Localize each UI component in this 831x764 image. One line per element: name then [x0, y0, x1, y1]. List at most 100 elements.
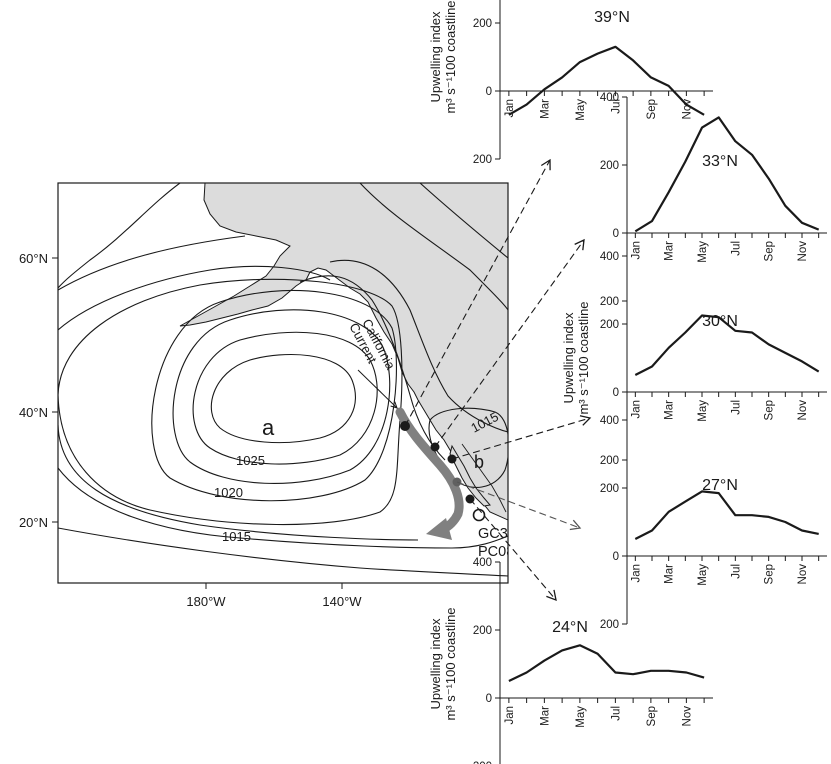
series-line	[634, 314, 820, 376]
site-gc31-pc08	[472, 508, 486, 522]
y-tick-label: 200	[600, 455, 619, 467]
y-tick-label: 200	[473, 18, 492, 30]
isobar-1014	[58, 527, 508, 577]
map-frame	[57, 182, 509, 584]
x-tick-label: Jan	[630, 564, 642, 583]
isobar-label-1020: 1020	[214, 485, 243, 500]
chart-title: 39°N	[594, 9, 630, 26]
y-axis-label: Upwelling index	[561, 312, 576, 404]
current-label-pointer	[357, 369, 397, 408]
connector-24n	[469, 498, 557, 602]
series-line	[634, 116, 820, 233]
x-tick-label: May	[575, 99, 587, 121]
x-tick-label: May	[697, 241, 709, 263]
x-tick-label: Jul	[730, 564, 742, 579]
x-tick-label: Sep	[764, 400, 776, 420]
map-panel: a b 1025 1020 1015 1015 California Curre…	[19, 182, 516, 609]
isobar-1016	[58, 424, 419, 541]
isobars	[58, 183, 508, 577]
isobar-north-1	[359, 183, 508, 311]
y-tick-label: 400	[600, 251, 619, 263]
series-line	[508, 644, 705, 682]
x-tick-label: Jul	[730, 241, 742, 256]
x-tick-label: Jan	[504, 706, 516, 725]
y-axis-label: Upwelling index	[428, 618, 443, 710]
x-tick-label: Sep	[646, 706, 658, 726]
isobar-1015	[58, 467, 508, 549]
map-axes	[52, 257, 343, 589]
isobar-label-1025: 1025	[236, 453, 265, 468]
lat-label-60: 60°N	[19, 251, 48, 266]
chart-3: 27°N 400 200 0 200 Jan Mar May Jul Sep Nov	[600, 415, 827, 631]
connector-39n	[404, 158, 551, 427]
y-axis-label-units: m³ s⁻¹100 coastline	[576, 301, 591, 414]
y-axis-label-units: m³ s⁻¹100 coastline	[443, 607, 458, 720]
y-tick-label: 200	[600, 296, 619, 308]
gulf-coast-line	[461, 443, 507, 513]
lat-label-20: 20°N	[19, 515, 48, 530]
y-tick-label: 0	[613, 228, 619, 240]
x-tick-label: Mar	[664, 400, 676, 420]
isobar-north-2	[419, 183, 508, 259]
x-tick-label: Mar	[664, 564, 676, 584]
x-tick-label: Nov	[681, 706, 693, 727]
site-label-gc31: GC31	[478, 526, 516, 542]
y-tick-label: 400	[600, 415, 619, 427]
california-current-arrow	[395, 407, 464, 535]
chart-0: 39°N4002000200JanMarMayJulSepNovUpwellin…	[428, 0, 713, 166]
y-tick-label: 200	[600, 619, 619, 631]
chart-1: 33°N 400 200 0 200 Jan Mar May Jul Sep Nov	[600, 92, 827, 308]
y-tick-label: 200	[473, 154, 492, 166]
chart-4: 24°N 400 200 0 200 Jan Mar May Jul Sep Nov Upwellin…	[428, 557, 713, 764]
isobar-1025-inner	[210, 353, 356, 444]
connector-33n	[434, 238, 585, 448]
y-tick-label: 0	[486, 693, 492, 705]
isobar-ak-coast	[58, 183, 181, 289]
x-tick-label: Sep	[764, 241, 776, 261]
isobar-coast-b	[329, 259, 508, 433]
chart-title: 27°N	[702, 477, 738, 494]
connector-30n	[451, 415, 592, 460]
x-tick-label: Jul	[610, 706, 622, 721]
upwelling-charts: 39°N 400 200 0 200 Jan Mar May Jul Sep Nov Upwellin…	[428, 0, 827, 764]
x-tick-label: Jan	[630, 400, 642, 419]
lon-label-140: 140°W	[322, 594, 362, 609]
y-tick-label: 200	[473, 761, 492, 764]
x-tick-label: May	[697, 564, 709, 586]
low-pressure-label: b	[474, 452, 484, 472]
x-tick-label: Nov	[797, 564, 809, 585]
y-tick-label: 200	[600, 160, 619, 172]
y-axis-label-units: m³ s⁻¹100 coastline	[443, 0, 458, 113]
y-tick-label: 0	[613, 551, 619, 563]
chart-title: 33°N	[702, 153, 738, 170]
y-tick-label: 0	[486, 86, 492, 98]
connectors	[404, 158, 592, 602]
lon-label-180: 180°W	[186, 594, 226, 609]
x-tick-label: Mar	[539, 706, 551, 726]
high-pressure-label: a	[262, 415, 275, 440]
site-label-pc08: PC08	[478, 544, 514, 560]
isobar-1023	[172, 309, 391, 484]
series-line	[634, 490, 819, 540]
y-tick-label: 200	[600, 483, 619, 495]
isobar-1025	[192, 331, 378, 465]
isobar-1018	[58, 265, 331, 331]
baja-peninsula	[449, 444, 491, 507]
y-tick-label: 200	[600, 319, 619, 331]
y-tick-label: 200	[473, 625, 492, 637]
x-tick-label: May	[575, 706, 587, 728]
x-tick-label: Mar	[664, 241, 676, 261]
x-tick-label: Jul	[730, 400, 742, 415]
isobar-1020	[151, 289, 397, 502]
series-line	[508, 45, 705, 116]
california-current-arrowhead	[426, 518, 452, 540]
x-tick-label: Sep	[646, 99, 658, 119]
lat-label-40: 40°N	[19, 405, 48, 420]
x-tick-label: Jul	[610, 99, 622, 114]
isobar-label-1015: 1015	[222, 529, 251, 544]
isobar-coast-a	[299, 275, 446, 461]
y-tick-label: 400	[600, 92, 619, 104]
y-axis-label: Upwelling index	[428, 11, 443, 103]
